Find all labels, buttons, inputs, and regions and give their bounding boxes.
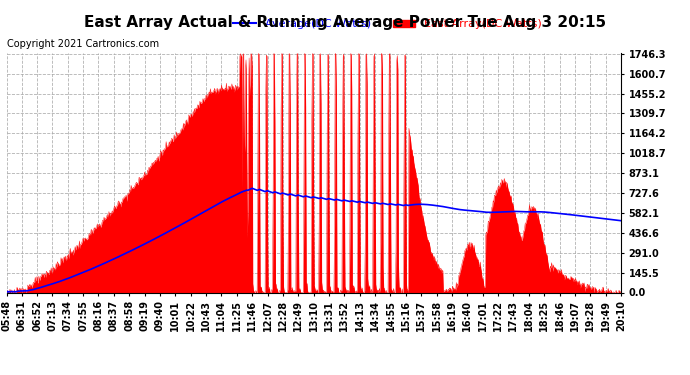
Legend: Average(DC Watts), East Array(DC Watts): Average(DC Watts), East Array(DC Watts): [229, 15, 546, 34]
Text: Copyright 2021 Cartronics.com: Copyright 2021 Cartronics.com: [7, 39, 159, 50]
Text: East Array Actual & Running Average Power Tue Aug 3 20:15: East Array Actual & Running Average Powe…: [84, 15, 606, 30]
